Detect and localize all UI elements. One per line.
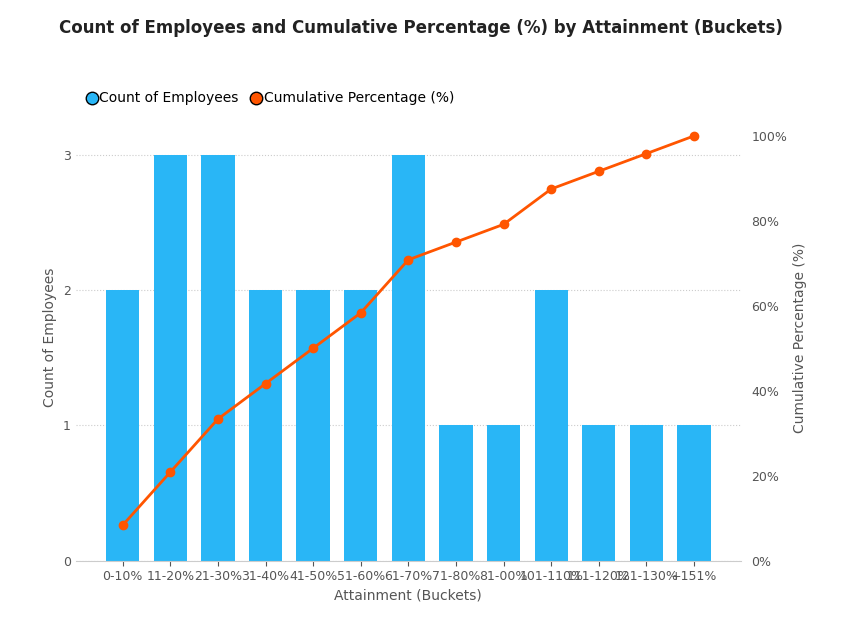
Bar [392, 155, 425, 561]
Bar [535, 290, 568, 561]
Bar [153, 155, 187, 561]
Bar [249, 290, 282, 561]
Bar [440, 426, 472, 561]
X-axis label: Attainment (Buckets): Attainment (Buckets) [334, 589, 482, 603]
Bar [678, 426, 711, 561]
Legend: Count of Employees, Cumulative Percentage (%): Count of Employees, Cumulative Percentag… [83, 86, 460, 111]
Bar [106, 290, 139, 561]
Bar [582, 426, 616, 561]
Bar [630, 426, 663, 561]
Bar [344, 290, 377, 561]
Bar [296, 290, 330, 561]
Y-axis label: Count of Employees: Count of Employees [44, 268, 57, 407]
Bar [487, 426, 520, 561]
Y-axis label: Cumulative Percentage (%): Cumulative Percentage (%) [793, 243, 807, 433]
Text: Count of Employees and Cumulative Percentage (%) by Attainment (Buckets): Count of Employees and Cumulative Percen… [59, 19, 783, 37]
Bar [201, 155, 235, 561]
